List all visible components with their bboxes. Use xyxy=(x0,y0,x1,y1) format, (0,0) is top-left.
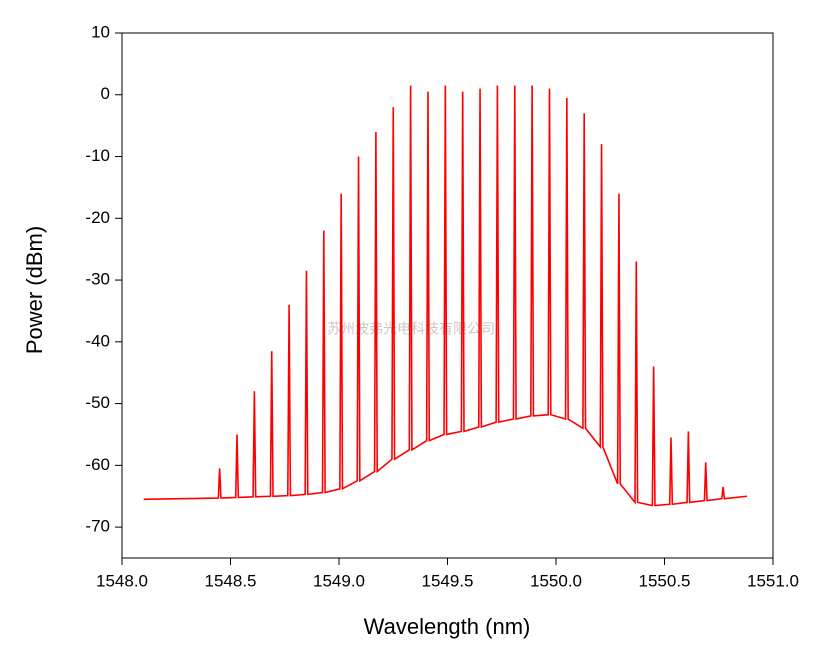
y-tick-label: -30 xyxy=(85,270,110,289)
y-tick-label: -60 xyxy=(85,455,110,474)
x-axis-label: Wavelength (nm) xyxy=(364,614,531,639)
x-tick-label: 1550.5 xyxy=(639,571,691,590)
y-tick-label: 0 xyxy=(101,84,110,103)
x-tick-label: 1549.0 xyxy=(313,571,365,590)
y-tick-label: -40 xyxy=(85,331,110,350)
spectrum-line xyxy=(143,85,748,507)
y-tick-label: 10 xyxy=(91,22,110,41)
x-tick-label: 1549.5 xyxy=(422,571,474,590)
x-tick-label: 1550.0 xyxy=(530,571,582,590)
y-axis-label: Power (dBm) xyxy=(22,226,47,354)
x-tick-label: 1551.0 xyxy=(747,571,799,590)
x-tick-label: 1548.5 xyxy=(205,571,257,590)
y-tick-label: -20 xyxy=(85,208,110,227)
y-tick-label: -10 xyxy=(85,146,110,165)
y-tick-label: -70 xyxy=(85,517,110,536)
y-tick-label: -50 xyxy=(85,393,110,412)
x-tick-label: 1548.0 xyxy=(96,571,148,590)
